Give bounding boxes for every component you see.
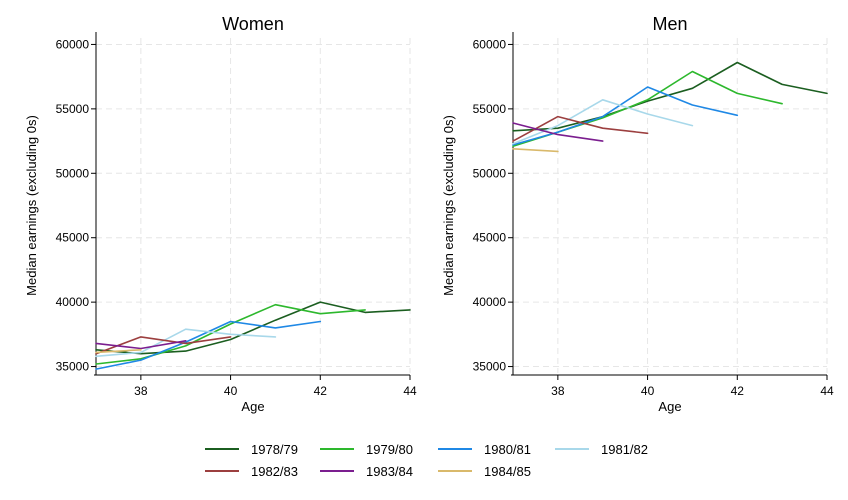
legend-label: 1979/80: [366, 442, 413, 457]
y-tick-label: 50000: [473, 166, 507, 180]
legend-item-1978-79: 1978/79: [205, 442, 298, 457]
y-tick-label: 60000: [473, 37, 507, 51]
x-tick-label: 40: [641, 384, 655, 398]
x-tick-label: 40: [224, 384, 238, 398]
legend-label: 1981/82: [601, 442, 648, 457]
legend: 1978/79 1979/80 1980/81 1981/82 1982/83 1983/…: [205, 442, 648, 479]
y-tick-label: 35000: [56, 360, 90, 374]
legend-label: 1980/81: [484, 442, 531, 457]
series-line-1984-85: [512, 148, 559, 153]
y-tick-label: 40000: [56, 295, 90, 309]
x-tick-label: 42: [731, 384, 745, 398]
y-tick-label: 45000: [56, 231, 90, 245]
panel-title: Women: [222, 14, 284, 34]
legend-label: 1984/85: [484, 464, 531, 479]
legend-item-1980-81: 1980/81: [438, 442, 531, 457]
legend-label: 1982/83: [251, 464, 298, 479]
chart-panels: Women 35000 40000 45000 50000 55000 60000 38 40 4…: [24, 14, 834, 414]
panel-title: Men: [652, 14, 687, 34]
y-tick-label: 55000: [473, 102, 507, 116]
y-tick-label: 50000: [56, 166, 90, 180]
chart-panel-1: Women 35000 40000 45000 50000 55000 60000 38 40 4…: [24, 14, 417, 414]
y-tick-label: 35000: [473, 360, 507, 374]
legend-label: 1978/79: [251, 442, 298, 457]
x-tick-label: 38: [551, 384, 565, 398]
legend-item-1979-80: 1979/80: [320, 442, 413, 457]
y-tick-label: 60000: [56, 37, 90, 51]
x-axis-label: Age: [241, 399, 264, 414]
x-axis-label: Age: [658, 399, 681, 414]
y-tick-label: 40000: [473, 295, 507, 309]
y-axis-label: Median earnings (excluding 0s): [441, 115, 456, 296]
x-tick-label: 44: [820, 384, 834, 398]
series-line-1978-79: [512, 61, 828, 132]
y-tick-label: 55000: [56, 102, 90, 116]
series-line-1979-80: [95, 303, 366, 365]
series-line-1981-82: [512, 99, 694, 145]
x-tick-label: 44: [403, 384, 417, 398]
legend-label: 1983/84: [366, 464, 413, 479]
series-line-1984-85: [95, 348, 142, 354]
legend-item-1982-83: 1982/83: [205, 464, 298, 479]
legend-item-1984-85: 1984/85: [438, 464, 531, 479]
series-line-1983-84: [512, 122, 604, 142]
series-line-1981-82: [95, 328, 277, 358]
series-line-1980-81: [512, 86, 739, 146]
x-tick-label: 42: [314, 384, 328, 398]
legend-item-1983-84: 1983/84: [320, 464, 413, 479]
chart-panel-2: Men 35000 40000 45000 50000 55000 60000 38 40 42 4…: [441, 14, 834, 414]
x-tick-label: 38: [134, 384, 148, 398]
y-axis-label: Median earnings (excluding 0s): [24, 115, 39, 296]
y-tick-label: 45000: [473, 231, 507, 245]
legend-item-1981-82: 1981/82: [555, 442, 648, 457]
series-line-1983-84: [95, 339, 187, 350]
